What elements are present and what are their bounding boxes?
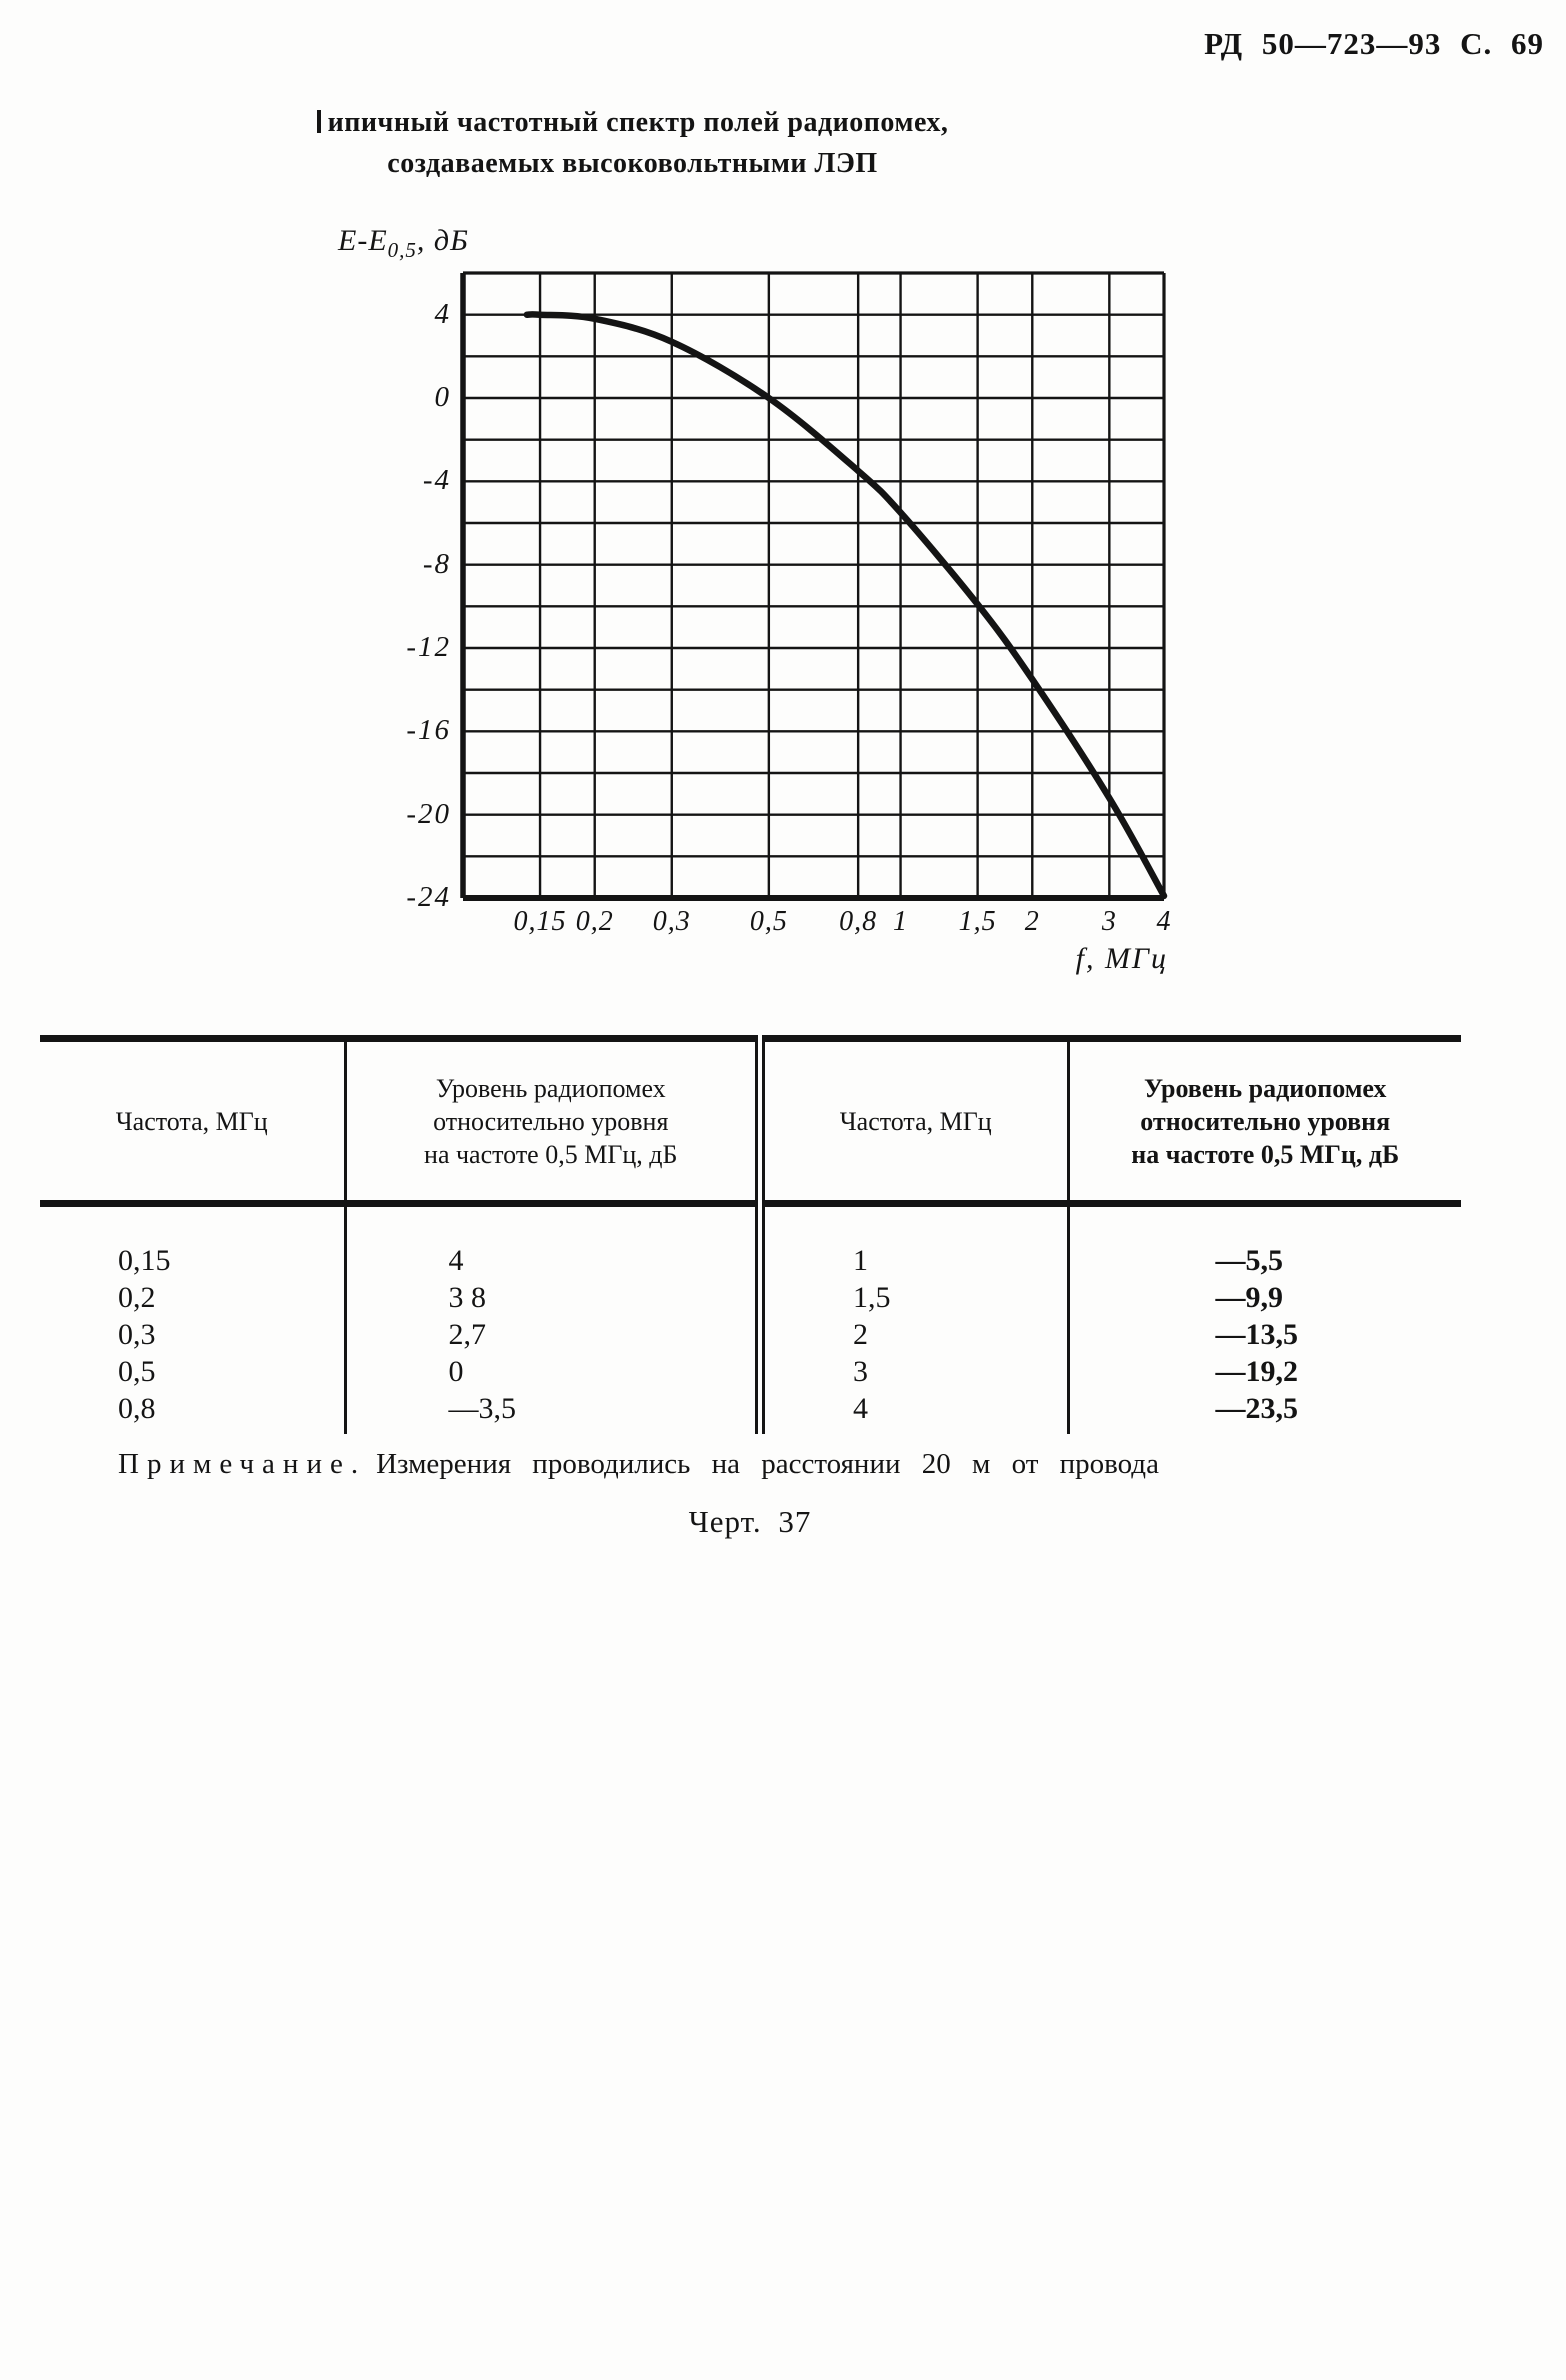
figure-title: ипичный частотный спектр полей радиопоме… [60, 102, 1205, 184]
x-tick-label: 0,15 [513, 906, 567, 937]
y-tick-label: -24 [406, 881, 451, 913]
y-tick-label: -8 [422, 547, 451, 580]
y-tick-label: -16 [406, 714, 451, 747]
x-tick-label: 0,8 [839, 906, 878, 937]
table-row: 0,3 2,7 2 —13,5 [40, 1315, 1461, 1352]
x-tick-label: 0,2 [575, 906, 614, 937]
y-tick-label: -20 [406, 797, 451, 830]
table-cell: 0,5 [118, 1355, 156, 1388]
table-header: Частота, МГц Уровень радиопомех относитель… [40, 1038, 1461, 1207]
table-cell: 0 [343, 1352, 760, 1389]
table-cell: 0,15 [118, 1244, 171, 1277]
radio-interference-table-wrap: Частота, МГц Уровень радиопомех относитель… [40, 1035, 1461, 1434]
table-cell: —3,5 [343, 1389, 760, 1434]
cut-off-letter-fragment [316, 110, 321, 133]
table-cell: 1,5 [755, 1278, 1068, 1315]
table-header-line: Уровень радиопомех [1144, 1073, 1387, 1103]
figure-caption: Черт. 37 [688, 1504, 812, 1539]
y-axis-label: E-E0,5, дБ [338, 224, 469, 262]
table-cell: 0,2 [118, 1281, 156, 1314]
table-cell: 0,8 [118, 1392, 156, 1425]
table-cell: 2 [755, 1315, 1068, 1352]
table-cell: —5,5 [1066, 1203, 1461, 1278]
table-cell: —19,2 [1066, 1352, 1461, 1389]
x-tick-label: 4 [1156, 906, 1172, 937]
table-cell: 0,3 [118, 1318, 156, 1351]
table-header-line: Уровень радиопомех [435, 1073, 666, 1103]
y-tick-label: 4 [434, 297, 451, 330]
table-cell: 2,7 [343, 1315, 760, 1352]
note-label: Примечание. [118, 1448, 367, 1480]
table-cell: 3 8 [343, 1278, 760, 1315]
radio-interference-table: Частота, МГц Уровень радиопомех относитель… [40, 1035, 1461, 1434]
x-tick-label: 0,3 [652, 906, 691, 937]
x-tick-label: 1,5 [958, 906, 997, 937]
x-tick-label: 3 [1101, 906, 1117, 937]
standard-code-page-number: РД 50—723—93 С. 69 [1204, 26, 1544, 61]
table-row: 0,15 4 1 —5,5 [40, 1203, 1461, 1278]
figure-title-line1: ипичный частотный спектр полей радиопоме… [60, 102, 1205, 143]
table-header-line: относительно уровня [433, 1106, 669, 1136]
x-tick-label: 2 [1024, 906, 1040, 937]
table-header-line: на частоте 0,5 МГц, дБ [1131, 1139, 1400, 1169]
frequency-spectrum-chart: E-E0,5, дБ 4 0 -4 -8 -12 -16 -20 -24 0,15 0,2 0,3… [338, 224, 1171, 975]
chart-canvas [460, 271, 1168, 901]
table-header-cell: Уровень радиопомех относительно уровня на … [1066, 1038, 1461, 1207]
x-tick-label: 0,5 [749, 906, 788, 937]
table-header-line: Частота, МГц [839, 1106, 992, 1136]
spectrum-curve [523, 311, 1168, 900]
figure-title-line2: создаваемых высоковольтными ЛЭП [387, 148, 878, 179]
x-tick-label: 1 [893, 906, 909, 937]
table-body: 0,15 4 1 —5,5 0,2 3 8 1,5 —9,9 0,3 2,7 2 —13,5 0,5 0 3… [40, 1203, 1461, 1434]
table-header-line: Частота, МГц [115, 1106, 268, 1136]
table-header-cell: Частота, МГц [40, 1038, 345, 1207]
y-tick-label: -12 [406, 631, 451, 663]
y-tick-label: -4 [422, 464, 451, 497]
x-axis-label: f, МГц [1075, 942, 1168, 975]
table-row: 0,8 —3,5 4 —23,5 [40, 1389, 1461, 1434]
table-header-line: на частоте 0,5 МГц, дБ [424, 1139, 678, 1169]
table-cell: 3 [755, 1352, 1068, 1389]
table-header-cell: Уровень радиопомех относительно уровня на … [343, 1038, 760, 1207]
table-cell: 1 [755, 1203, 1068, 1278]
y-tick-label: 0 [434, 381, 451, 413]
table-cell: 4 [343, 1203, 760, 1278]
table-header-line: относительно уровня [1140, 1106, 1391, 1136]
table-row: 0,5 0 3 —19,2 [40, 1352, 1461, 1389]
table-row: 0,2 3 8 1,5 —9,9 [40, 1278, 1461, 1315]
table-cell: —13,5 [1066, 1315, 1461, 1352]
table-cell: 4 [755, 1389, 1068, 1434]
note: Примечание. Измерения проводились на расс… [40, 1448, 1480, 1481]
table-header-cell: Частота, МГц [755, 1038, 1068, 1207]
table-cell: —9,9 [1066, 1278, 1461, 1315]
note-text: Измерения проводились на расстоянии 20 м… [376, 1448, 1159, 1480]
table-cell: —23,5 [1066, 1389, 1461, 1434]
table-header-row: Частота, МГц Уровень радиопомех относитель… [40, 1038, 1461, 1207]
